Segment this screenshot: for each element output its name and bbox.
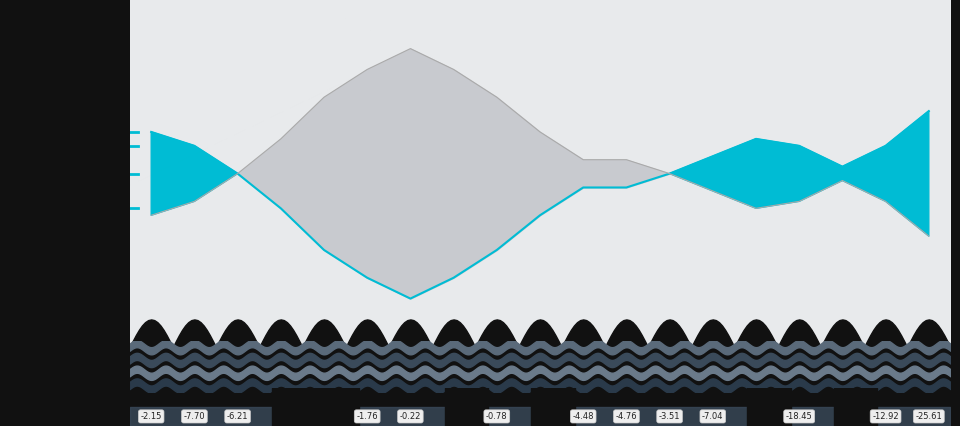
Text: -2.15: -2.15: [140, 412, 162, 421]
Text: -18.45: -18.45: [786, 412, 812, 421]
Text: -0.78: -0.78: [486, 412, 508, 421]
Text: -6.21: -6.21: [227, 412, 249, 421]
Text: -12.92: -12.92: [873, 412, 899, 421]
Text: -7.04: -7.04: [702, 412, 724, 421]
Text: -0.22: -0.22: [399, 412, 421, 421]
Text: -4.76: -4.76: [615, 412, 637, 421]
Text: -3.51: -3.51: [659, 412, 681, 421]
Text: -4.48: -4.48: [572, 412, 594, 421]
Text: -25.61: -25.61: [916, 412, 942, 421]
Text: -7.70: -7.70: [183, 412, 205, 421]
Text: -1.76: -1.76: [356, 412, 378, 421]
